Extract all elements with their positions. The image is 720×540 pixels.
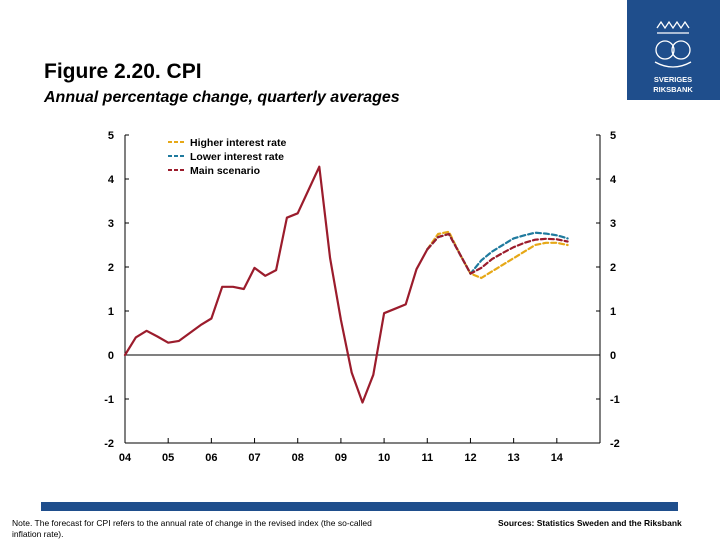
x-tick-label: 10 [378,452,390,464]
y-tick-label-right: -1 [610,394,620,406]
y-tick-label-left: -2 [104,438,114,450]
x-tick-label: 12 [464,452,476,464]
y-tick-label-right: 5 [610,130,616,142]
y-tick-label-right: 4 [610,174,617,186]
x-tick-label: 11 [421,452,433,464]
x-tick-label: 06 [205,452,217,464]
x-tick-label: 04 [119,452,132,464]
x-tick-label: 07 [248,452,260,464]
riksbank-logo: SVERIGES RIKSBANK [627,0,720,100]
y-tick-label-left: 0 [108,350,114,362]
y-tick-label-left: 4 [108,174,115,186]
series-line-main-scenario-forecast [426,232,569,275]
y-tick-label-left: 3 [108,218,114,230]
series-line-higher-interest-rate-forecast [426,230,569,280]
legend-label: Lower interest rate [190,151,284,163]
logo-line1: SVERIGES [654,75,692,84]
y-tick-label-right: 2 [610,262,616,274]
legend-label: Higher interest rate [190,137,286,149]
series-line-main-scenario-outcome [123,165,429,404]
legend-label: Main scenario [190,165,260,177]
page-title: Figure 2.20. CPI [44,60,202,83]
y-tick-label-left: -1 [104,394,114,406]
logo-line2: RIKSBANK [653,85,693,94]
x-tick-label: 13 [508,452,520,464]
footer-note: Note. The forecast for CPI refers to the… [12,518,372,539]
x-tick-label: 09 [335,452,347,464]
footer-sources: Sources: Statistics Sweden and the Riksb… [498,518,682,528]
y-tick-label-left: 1 [108,306,114,318]
footer-bar [41,502,678,511]
cpi-line-chart: 5 54 43 32 21 10 0-1 -1-2 -204 05 06 07 08 09 10 11 12 13… [104,130,620,464]
x-tick-label: 14 [551,452,564,464]
y-tick-label-right: 3 [610,218,616,230]
y-tick-label-right: 0 [610,350,616,362]
x-tick-label: 08 [292,452,304,464]
page-subtitle: Annual percentage change, quarterly aver… [44,89,400,106]
y-tick-label-right: -2 [610,438,620,450]
y-tick-label-left: 2 [108,262,114,274]
y-tick-label-right: 1 [610,306,616,318]
x-tick-label: 05 [162,452,174,464]
y-tick-label-left: 5 [108,130,114,142]
